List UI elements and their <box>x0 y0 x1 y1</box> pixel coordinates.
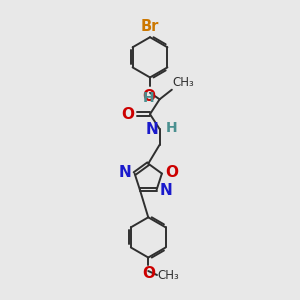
Text: O: O <box>142 89 156 104</box>
Text: Br: Br <box>141 19 159 34</box>
Text: O: O <box>142 266 155 281</box>
Text: CH₃: CH₃ <box>158 268 180 281</box>
Text: H: H <box>143 92 154 105</box>
Text: N: N <box>119 165 131 180</box>
Text: N: N <box>160 183 172 198</box>
Text: H: H <box>166 121 177 135</box>
Text: N: N <box>146 122 158 137</box>
Text: O: O <box>165 165 178 180</box>
Text: O: O <box>121 107 134 122</box>
Text: CH₃: CH₃ <box>173 76 194 89</box>
